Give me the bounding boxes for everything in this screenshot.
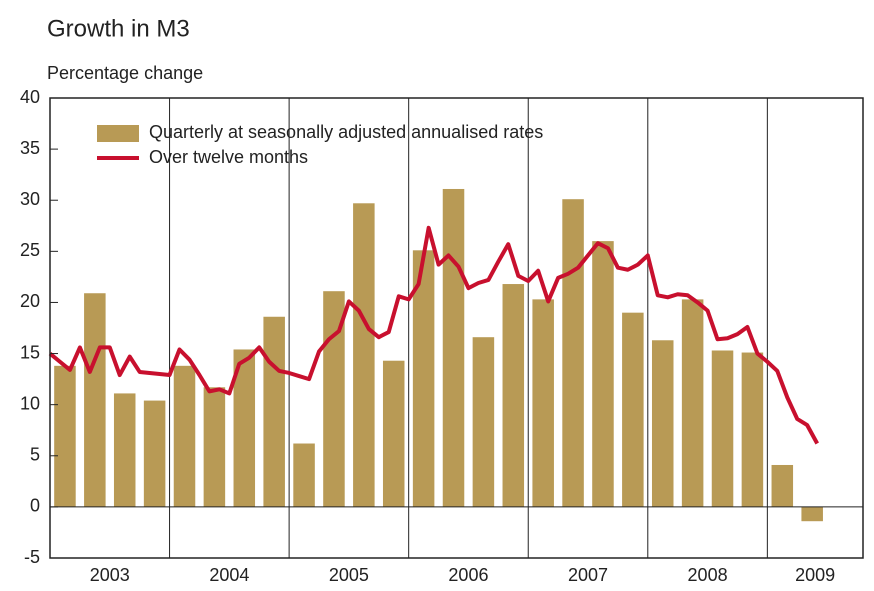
bar [711, 350, 734, 507]
y-tick-label: 10 [20, 393, 40, 413]
bar [143, 400, 166, 507]
line [48, 225, 819, 445]
plot-frame [49, 97, 864, 559]
bar [263, 316, 285, 507]
x-tick-label: 2004 [209, 565, 249, 585]
bar [84, 293, 106, 507]
chart-title: Growth in M3 [47, 15, 190, 42]
x-tick-label: 2007 [568, 565, 608, 585]
x-tick-label: 2009 [795, 565, 835, 585]
legend-swatch [97, 125, 139, 142]
bar [353, 203, 375, 507]
bar [173, 365, 196, 507]
bar [741, 352, 764, 507]
y-tick-label: 0 [30, 496, 40, 516]
y-tick-label: -5 [24, 547, 40, 567]
bar [472, 337, 495, 507]
bar [532, 299, 554, 507]
y-tick-label: 35 [20, 138, 40, 158]
legend-label: Over twelve months [149, 147, 308, 167]
x-tick-label: 2006 [448, 565, 488, 585]
bar [651, 340, 674, 507]
bar [203, 387, 226, 507]
bar [293, 443, 315, 507]
x-tick-label: 2008 [688, 565, 728, 585]
bar [233, 349, 256, 507]
y-tick-label: 30 [20, 189, 40, 209]
bar [412, 250, 435, 507]
x-tick-label: 2003 [90, 565, 130, 585]
x-tick-label: 2005 [329, 565, 369, 585]
bar [801, 506, 823, 522]
bar [113, 393, 136, 507]
y-tick-label: 15 [20, 342, 40, 362]
bar [442, 188, 465, 507]
y-axis-label: Percentage change [47, 63, 203, 83]
bar [54, 365, 76, 507]
bar [592, 241, 614, 507]
y-tick-label: 5 [30, 445, 40, 465]
legend-label: Quarterly at seasonally adjusted annuali… [149, 122, 543, 142]
bar [771, 464, 794, 507]
y-tick-label: 20 [20, 291, 40, 311]
y-tick-label: 40 [20, 87, 40, 107]
bar [681, 299, 704, 507]
bar [323, 291, 345, 507]
bar [382, 360, 405, 507]
bar [562, 199, 584, 507]
bar [622, 312, 644, 507]
bar [502, 284, 525, 507]
y-tick-label: 25 [20, 240, 40, 260]
